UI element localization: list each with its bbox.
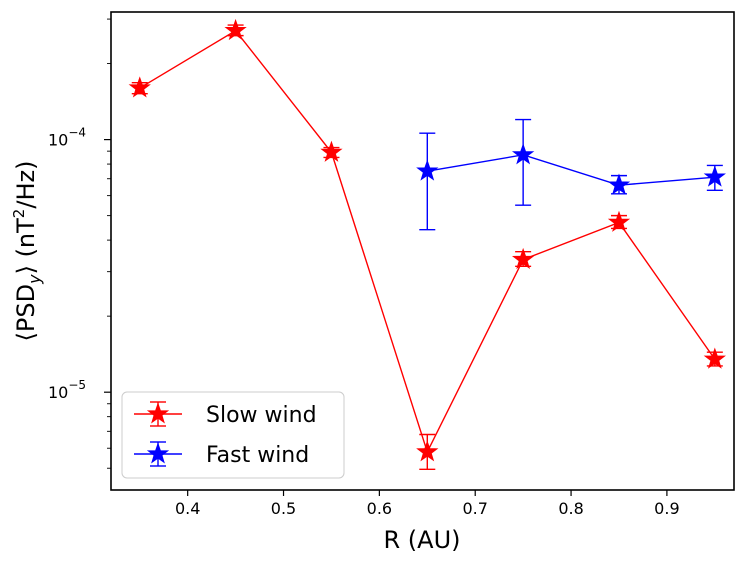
y-axis-label-subscript: y [25,274,44,285]
series-line [427,154,715,186]
data-point [224,18,247,41]
data-point [607,173,631,195]
y-tick-label: 10−4 [48,126,86,150]
y-axis-label-open: ⟨PSD [12,284,40,342]
legend-entry-slow-wind: Slow wind [134,401,317,428]
x-tick-label: 0.9 [654,499,679,518]
legend-star-marker [146,442,170,464]
data-point [320,140,343,162]
x-tick-label: 0.5 [271,499,296,518]
data-point [703,347,726,369]
legend-fast-wind-label: Fast wind [206,443,309,468]
legend-slow-wind-marker [134,401,182,427]
x-tick-label: 0.6 [367,499,392,518]
y-axis-label-superscript: 2 [10,209,28,219]
data-point [703,165,726,187]
data-point [511,143,535,165]
x-axis-label: R (AU) [383,526,460,554]
data-point [416,440,439,462]
x-tick-label: 0.7 [462,499,487,518]
legend: Slow wind Fast wind [121,391,345,479]
series-layer [128,18,726,471]
legend-fast-wind-marker [134,441,182,467]
data-point [511,247,535,270]
series-fast-wind [416,118,726,231]
series-slow-wind [128,18,726,471]
legend-slow-wind-label: Slow wind [206,403,317,428]
plot-area-frame [110,11,735,491]
y-tick-label: 10−5 [48,378,86,402]
y-axis-label-close: /Hz) [12,161,40,209]
x-tick-label: 0.4 [175,499,200,518]
y-axis: 10−5 10−4 [48,18,111,469]
data-point [607,210,631,232]
legend-entry-fast-wind: Fast wind [134,441,309,468]
data-point [128,76,151,98]
y-axis-label-mid: ⟩ (nT [12,218,40,275]
series-line [139,29,716,454]
legend-star-marker [146,402,170,424]
data-point [416,159,439,181]
x-tick-label: 0.8 [558,499,583,518]
y-axis-label: ⟨PSDy⟩ (nT2/Hz) [10,161,44,342]
x-axis: 0.4 0.5 0.6 0.7 0.8 0.9 [175,490,680,518]
